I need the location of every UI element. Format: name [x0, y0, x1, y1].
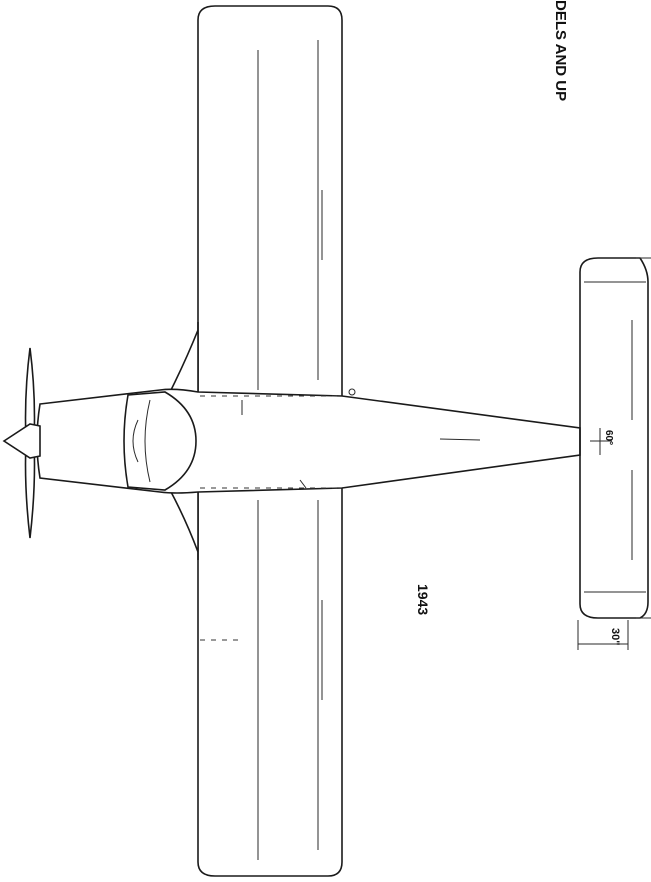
tail-dimension-lines: [577, 257, 651, 650]
cockpit-canopy: [123, 391, 197, 491]
horizontal-stabilizer: [579, 257, 649, 619]
heading-fragment-text: DELS AND UP: [552, 0, 569, 101]
propeller: [2, 347, 41, 539]
stab-angle-label: 60°: [603, 430, 614, 445]
offset-dimension-label: 30": [609, 628, 621, 645]
fuselage: [36, 388, 581, 494]
year-label: 1943: [415, 584, 431, 615]
main-wing: [197, 5, 343, 877]
